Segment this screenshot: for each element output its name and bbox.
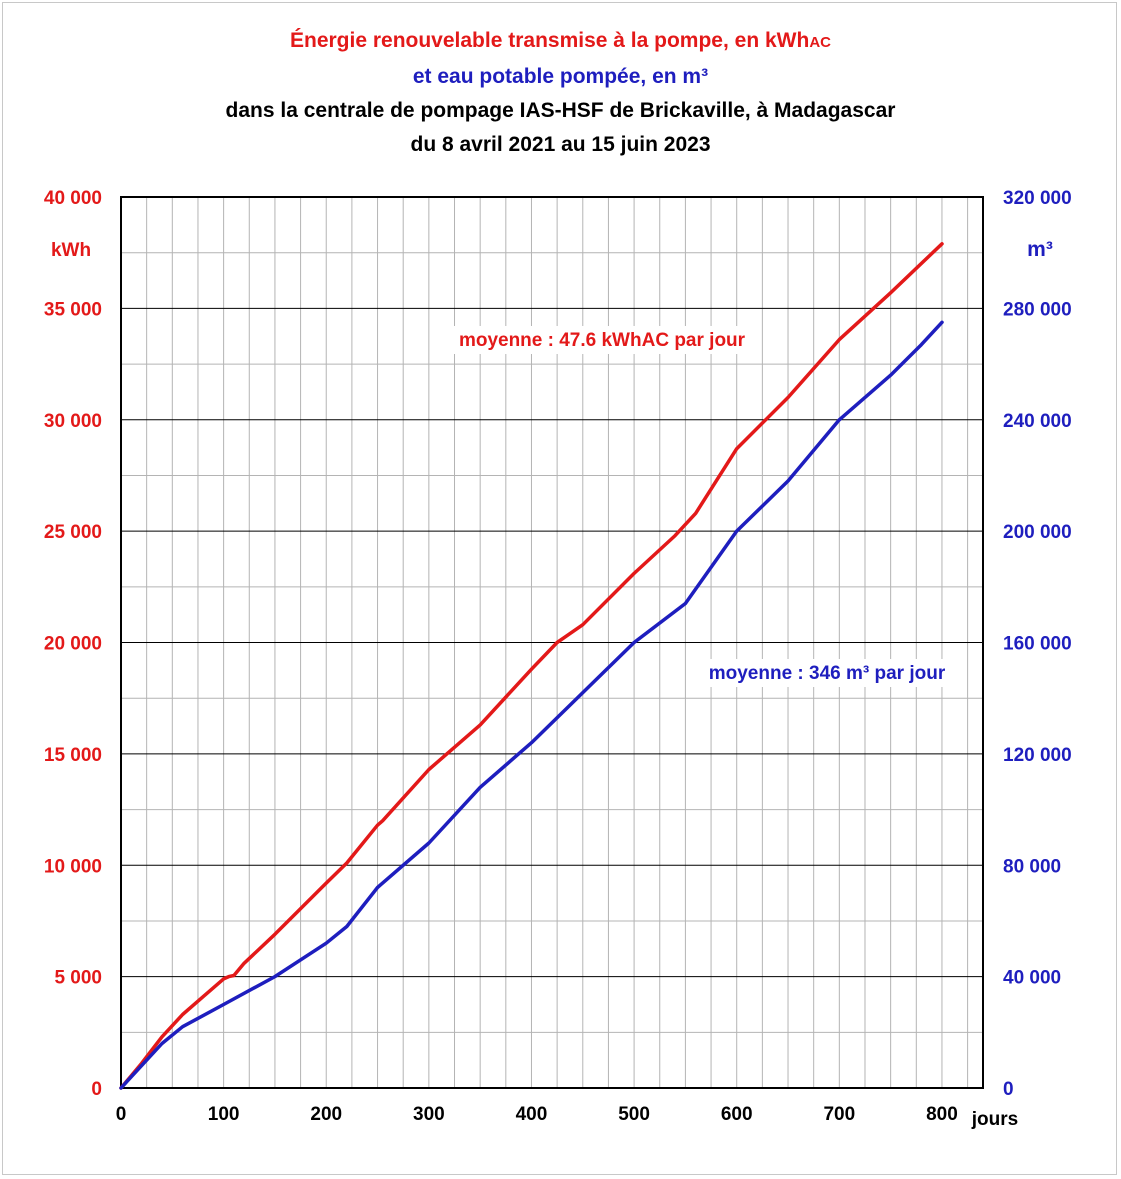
y-left-tick-label: 40 000 xyxy=(44,188,102,209)
y-right-tick-label: 200 000 xyxy=(1003,522,1072,543)
x-tick-label: 300 xyxy=(413,1104,445,1125)
plot-border xyxy=(120,196,984,1089)
water-average-annotation-bg xyxy=(690,659,964,687)
y-right-axis-label: m³ xyxy=(1027,238,1053,261)
title-line-4: du 8 avril 2021 au 15 juin 2023 xyxy=(410,133,711,156)
water-series-line xyxy=(119,320,944,1090)
x-tick-label: 0 xyxy=(116,1104,127,1125)
x-tick-label: 100 xyxy=(208,1104,240,1125)
title-line-1: Énergie renouvelable transmise à la pomp… xyxy=(0,24,1121,60)
y-left-tick-label: 20 000 xyxy=(44,634,102,655)
y-left-tick-label: 15 000 xyxy=(44,745,102,766)
x-tick-label: 400 xyxy=(516,1104,548,1125)
title-line-3: dans la centrale de pompage IAS-HSF de B… xyxy=(225,99,896,122)
title-line-2: et eau potable pompée, en m³ xyxy=(412,65,709,88)
title-line-1-main: Énergie renouvelable transmise à la pomp… xyxy=(289,29,810,52)
title-line-1-sub: AC xyxy=(809,34,831,51)
y-right-tick-label: 120 000 xyxy=(1003,745,1072,766)
y-left-axis-label: kWh xyxy=(51,240,91,261)
x-tick-label: 700 xyxy=(823,1104,855,1125)
y-right-tick-label: 80 000 xyxy=(1003,856,1061,877)
y-right-tick-label: 160 000 xyxy=(1003,634,1072,655)
x-axis-label: jours xyxy=(971,1109,1018,1130)
energy-average-annotation-bg xyxy=(444,326,760,354)
y-left-tick-label: 0 xyxy=(91,1079,102,1100)
y-left-tick-label: 25 000 xyxy=(44,522,102,543)
energy-average-annotation: moyenne : 47.6 kWhAC par jour xyxy=(459,330,746,351)
y-left-tick-label: 10 000 xyxy=(44,856,102,877)
x-tick-label: 200 xyxy=(310,1104,342,1125)
y-right-tick-label: 280 000 xyxy=(1003,299,1072,320)
x-tick-label: 500 xyxy=(618,1104,650,1125)
x-tick-label: 600 xyxy=(721,1104,753,1125)
y-right-tick-label: 320 000 xyxy=(1003,188,1072,209)
y-right-tick-label: 0 xyxy=(1003,1079,1014,1100)
y-right-tick-label: 240 000 xyxy=(1003,411,1072,432)
y-right-tick-label: 40 000 xyxy=(1003,968,1061,989)
y-left-tick-label: 35 000 xyxy=(44,299,102,320)
x-tick-label: 800 xyxy=(926,1104,958,1125)
y-left-tick-label: 5 000 xyxy=(54,968,102,989)
y-left-tick-label: 30 000 xyxy=(44,411,102,432)
chart-titles: Énergie renouvelable transmise à la pomp… xyxy=(0,24,1121,162)
water-average-annotation: moyenne : 346 m³ par jour xyxy=(709,663,946,684)
energy-series-line xyxy=(119,242,944,1090)
